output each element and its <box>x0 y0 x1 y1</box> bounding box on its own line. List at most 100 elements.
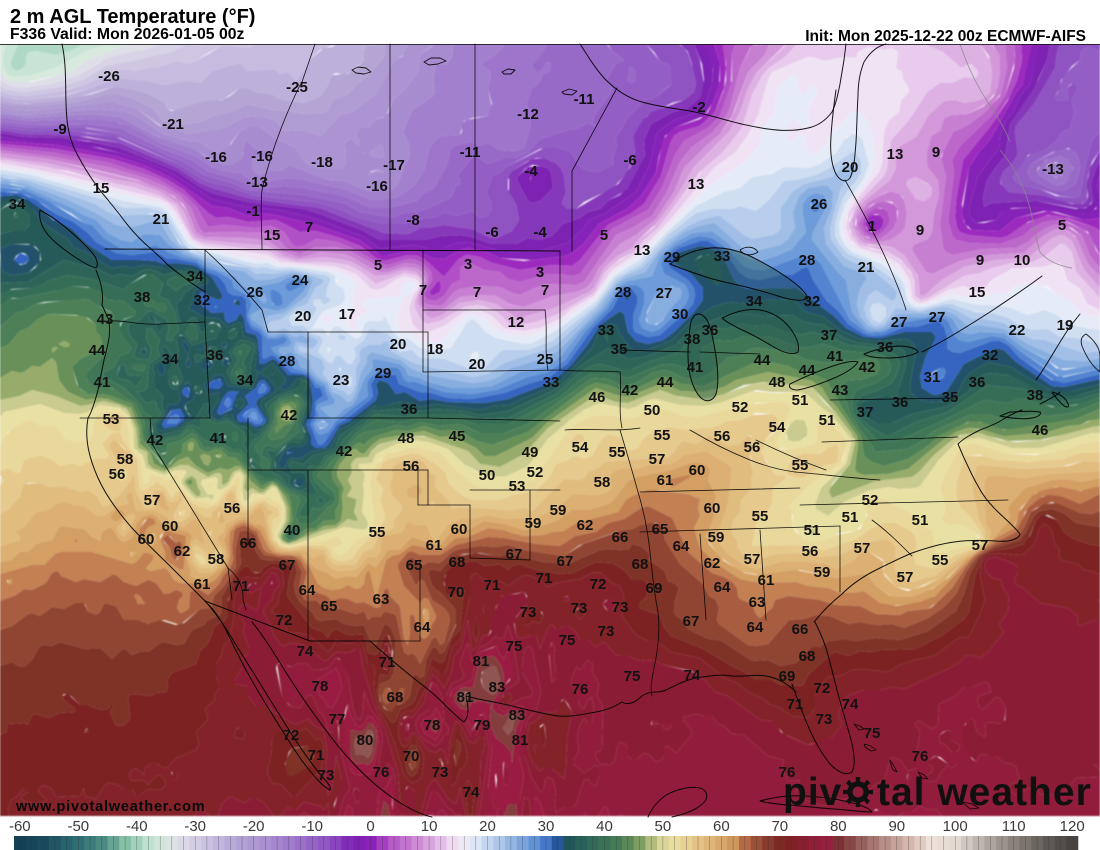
svg-text:57: 57 <box>144 492 161 509</box>
svg-text:73: 73 <box>816 711 833 728</box>
svg-text:67: 67 <box>683 613 700 630</box>
svg-text:41: 41 <box>687 359 704 376</box>
svg-text:78: 78 <box>424 717 441 734</box>
svg-text:76: 76 <box>572 681 589 698</box>
svg-text:36: 36 <box>892 394 909 411</box>
svg-text:73: 73 <box>612 599 629 616</box>
svg-text:42: 42 <box>147 432 164 449</box>
svg-text:66: 66 <box>240 535 257 552</box>
svg-text:-18: -18 <box>311 154 333 171</box>
svg-text:71: 71 <box>379 654 396 671</box>
svg-text:67: 67 <box>506 546 523 563</box>
svg-text:20: 20 <box>479 818 496 835</box>
svg-text:60: 60 <box>138 531 155 548</box>
svg-text:54: 54 <box>572 439 589 456</box>
svg-text:56: 56 <box>802 543 819 560</box>
svg-text:51: 51 <box>804 522 821 539</box>
svg-text:37: 37 <box>857 404 874 421</box>
svg-text:48: 48 <box>398 430 415 447</box>
svg-text:7: 7 <box>419 282 427 299</box>
svg-text:74: 74 <box>297 643 314 660</box>
svg-text:65: 65 <box>406 557 423 574</box>
svg-text:54: 54 <box>769 419 786 436</box>
svg-text:64: 64 <box>673 538 690 555</box>
svg-text:83: 83 <box>489 679 506 696</box>
svg-text:tal weather: tal weather <box>877 771 1092 814</box>
svg-text:64: 64 <box>414 619 431 636</box>
svg-text:31: 31 <box>924 369 941 386</box>
svg-text:73: 73 <box>318 767 335 784</box>
svg-text:7: 7 <box>305 219 313 236</box>
svg-text:7: 7 <box>541 282 549 299</box>
svg-text:-16: -16 <box>251 148 273 165</box>
svg-text:42: 42 <box>622 382 639 399</box>
svg-text:34: 34 <box>237 372 254 389</box>
svg-text:55: 55 <box>369 524 386 541</box>
svg-text:61: 61 <box>657 472 674 489</box>
svg-text:65: 65 <box>652 521 669 538</box>
svg-text:100: 100 <box>943 818 968 835</box>
svg-text:36: 36 <box>877 339 894 356</box>
svg-text:23: 23 <box>333 372 350 389</box>
svg-text:51: 51 <box>792 392 809 409</box>
svg-text:19: 19 <box>1057 317 1074 334</box>
svg-text:-50: -50 <box>67 818 89 835</box>
svg-text:58: 58 <box>208 551 225 568</box>
svg-text:67: 67 <box>557 553 574 570</box>
svg-text:73: 73 <box>432 764 449 781</box>
svg-text:28: 28 <box>799 252 816 269</box>
svg-text:63: 63 <box>373 591 390 608</box>
svg-text:-13: -13 <box>246 174 268 191</box>
svg-text:56: 56 <box>109 466 126 483</box>
svg-text:40: 40 <box>596 818 613 835</box>
svg-text:26: 26 <box>247 284 264 301</box>
svg-text:68: 68 <box>799 648 816 665</box>
svg-text:35: 35 <box>942 389 959 406</box>
svg-text:-6: -6 <box>485 224 498 241</box>
svg-text:43: 43 <box>97 311 114 328</box>
svg-text:44: 44 <box>799 362 816 379</box>
svg-text:50: 50 <box>479 467 496 484</box>
svg-text:33: 33 <box>598 322 615 339</box>
svg-text:66: 66 <box>612 529 629 546</box>
svg-text:40: 40 <box>284 522 301 539</box>
svg-text:-4: -4 <box>533 224 547 241</box>
svg-text:-2: -2 <box>692 99 705 116</box>
svg-text:61: 61 <box>426 537 443 554</box>
svg-text:9: 9 <box>932 144 940 161</box>
svg-text:83: 83 <box>509 707 526 724</box>
svg-text:70: 70 <box>771 818 788 835</box>
svg-text:81: 81 <box>457 689 474 706</box>
svg-text:76: 76 <box>373 764 390 781</box>
svg-text:32: 32 <box>982 347 999 364</box>
svg-text:56: 56 <box>744 439 761 456</box>
svg-text:68: 68 <box>632 556 649 573</box>
svg-text:55: 55 <box>654 427 671 444</box>
svg-text:69: 69 <box>779 668 796 685</box>
svg-text:29: 29 <box>664 249 681 266</box>
svg-text:24: 24 <box>292 272 309 289</box>
svg-text:72: 72 <box>283 727 300 744</box>
svg-text:33: 33 <box>714 248 731 265</box>
svg-text:-16: -16 <box>205 149 227 166</box>
svg-text:55: 55 <box>792 457 809 474</box>
svg-text:71: 71 <box>308 747 325 764</box>
svg-text:44: 44 <box>657 374 674 391</box>
svg-text:53: 53 <box>509 478 526 495</box>
svg-text:76: 76 <box>912 748 929 765</box>
svg-text:71: 71 <box>484 577 501 594</box>
svg-text:15: 15 <box>969 284 986 301</box>
svg-text:28: 28 <box>615 284 632 301</box>
svg-text:28: 28 <box>279 353 296 370</box>
svg-text:-6: -6 <box>623 152 636 169</box>
svg-text:-11: -11 <box>460 144 481 161</box>
svg-text:76: 76 <box>779 764 796 781</box>
svg-text:-10: -10 <box>301 818 323 835</box>
svg-text:3: 3 <box>536 264 544 281</box>
svg-text:-13: -13 <box>1042 161 1064 178</box>
svg-text:13: 13 <box>887 146 904 163</box>
svg-text:Init: Mon 2025-12-22 00z ECMWF: Init: Mon 2025-12-22 00z ECMWF-AIFS <box>805 28 1086 45</box>
svg-text:20: 20 <box>469 356 486 373</box>
svg-text:68: 68 <box>387 689 404 706</box>
svg-text:9: 9 <box>976 252 984 269</box>
